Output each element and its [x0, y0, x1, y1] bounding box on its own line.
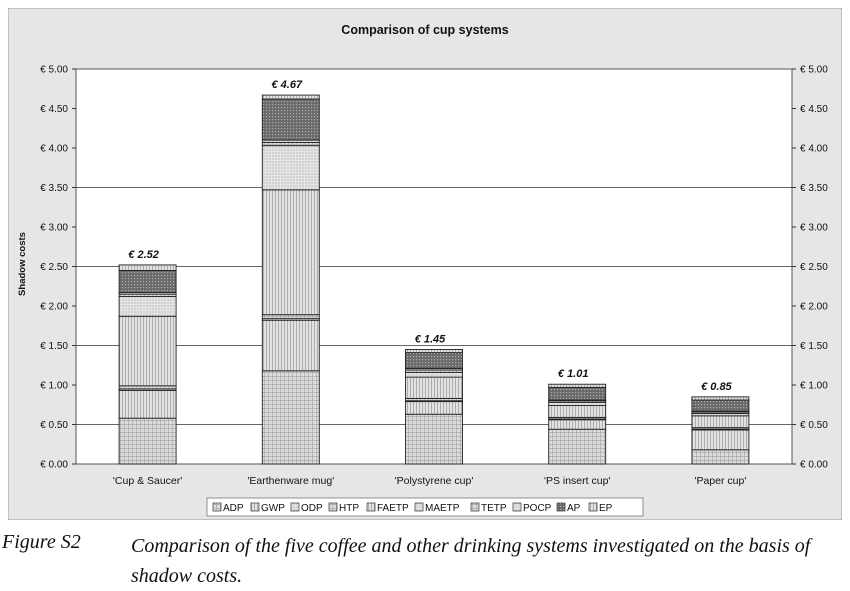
bar-segment-gwp: [261, 319, 320, 372]
plot-area: € 0.00 € 0.00 € 0.50 € 0.50 € 1.00 € 1.00 € 1.…: [40, 65, 828, 488]
legend-swatch-ap: [556, 502, 566, 512]
y-tick-label-right: € 3.50: [800, 183, 828, 194]
y-tick-label-right: € 0.50: [800, 420, 828, 431]
legend-label-odp: ODP: [301, 503, 323, 514]
bar-segment-faetp: [548, 405, 607, 418]
figure-label: Figure S2: [2, 531, 81, 553]
legend-swatch-tetp: [470, 502, 480, 512]
y-tick-label-right: € 1.50: [800, 341, 828, 352]
bar-total-label: € 4.67: [272, 79, 303, 91]
bar-segment-maetp: [548, 401, 607, 406]
x-tick-label: 'Polystyrene cup': [395, 475, 474, 487]
bar-segment-adp: [261, 370, 320, 465]
bar-segment-adp: [118, 417, 177, 465]
y-tick-label: € 1.50: [40, 341, 68, 352]
y-axis-label: Shadow costs: [17, 232, 28, 296]
legend-label-ep: EP: [599, 503, 613, 514]
bar-segment-htp: [118, 385, 177, 390]
bar-segment-tetp: [261, 142, 320, 147]
legend-label-gwp: GWP: [261, 503, 285, 514]
bar-segment-adp: [548, 428, 607, 465]
bar-segment-adp: [405, 413, 463, 465]
bar-total-label: € 0.85: [701, 381, 732, 393]
y-tick-label: € 4.00: [40, 144, 68, 155]
legend-swatch-ep: [588, 502, 598, 512]
y-tick-label: € 5.00: [40, 65, 68, 76]
bar-total-label: € 2.52: [128, 249, 159, 261]
y-tick-label-right: € 1.00: [800, 381, 828, 392]
bar-segment-ep: [118, 264, 177, 271]
bar-segment-faetp: [118, 315, 177, 387]
y-tick-label: € 3.50: [40, 183, 68, 194]
bar-segment-ep: [691, 396, 750, 401]
y-tick-label: € 2.00: [40, 302, 68, 313]
legend-swatch-maetp: [414, 502, 424, 512]
y-tick-label: € 3.00: [40, 223, 68, 234]
y-tick-label-right: € 3.00: [800, 223, 828, 234]
y-tick-label-right: € 0.00: [800, 460, 828, 471]
legend-label-ap: AP: [567, 503, 581, 514]
bar-segment-ap: [118, 270, 177, 294]
legend-swatch-faetp: [366, 502, 376, 512]
bar-segment-ep: [405, 349, 463, 354]
legend-swatch-htp: [328, 502, 338, 512]
y-tick-label: € 1.00: [40, 381, 68, 392]
bar-total-label: € 1.01: [558, 368, 589, 380]
legend-label-htp: HTP: [339, 503, 359, 514]
legend-label-faetp: FAETP: [377, 503, 409, 514]
y-tick-label-right: € 2.50: [800, 262, 828, 273]
bar-segment-faetp: [405, 376, 463, 399]
x-tick-label: 'Earthenware mug': [247, 475, 334, 487]
bar-segment-ap: [548, 386, 607, 401]
bar-segment-htp: [261, 314, 320, 320]
chart-title: Comparison of cup systems: [341, 23, 508, 37]
bar-segment-ep: [261, 94, 320, 100]
legend-label-pocp: POCP: [523, 503, 552, 514]
bar-segment-gwp: [691, 429, 750, 451]
bar-segment-gwp: [405, 401, 463, 415]
legend-label-adp: ADP: [223, 503, 244, 514]
bar-segment-faetp: [261, 189, 320, 316]
y-tick-label: € 0.00: [40, 460, 68, 471]
bar-segment-maetp: [405, 371, 463, 378]
bar-segment-gwp: [118, 390, 177, 419]
y-tick-label-right: € 4.50: [800, 104, 828, 115]
chart: Comparison of cup systems € 0.00 € 0.00€ …: [8, 8, 842, 520]
legend-box: [206, 497, 644, 517]
x-tick-label: 'Cup & Saucer': [113, 475, 182, 487]
y-tick-label: € 4.50: [40, 104, 68, 115]
y-tick-label-right: € 4.00: [800, 144, 828, 155]
figure-caption: Figure S2 Comparison of the five coffee …: [0, 528, 850, 588]
legend-label-tetp: TETP: [481, 503, 507, 514]
legend-swatch-odp: [290, 502, 300, 512]
legend: ADP GWP ODP HTP FAETP MAETP TETP POCP AP EP: [206, 497, 644, 517]
bar-segment-ep: [548, 383, 607, 388]
caption-text: Comparison of the five coffee and other …: [131, 535, 811, 587]
x-tick-label: 'PS insert cup': [544, 475, 610, 487]
legend-label-maetp: MAETP: [425, 503, 460, 514]
bar-segment-maetp: [261, 145, 320, 191]
legend-swatch-pocp: [512, 502, 522, 512]
y-tick-label-right: € 2.00: [800, 302, 828, 313]
bar-segment-maetp: [118, 296, 177, 317]
legend-swatch-adp: [212, 502, 222, 512]
y-tick-label: € 0.50: [40, 420, 68, 431]
legend-swatch-gwp: [250, 502, 260, 512]
chart-panel: Comparison of cup systems € 0.00 € 0.00 € …: [8, 8, 842, 520]
y-tick-label-right: € 5.00: [800, 65, 828, 76]
bar-segment-ap: [261, 98, 320, 141]
bar-segment-gwp: [548, 419, 607, 430]
bar-segment-ap: [691, 399, 750, 412]
bar-segment-adp: [691, 449, 750, 465]
y-tick-label: € 2.50: [40, 262, 68, 273]
x-tick-label: 'Paper cup': [694, 475, 746, 487]
bar-segment-faetp: [691, 415, 750, 429]
bar-segment-ap: [405, 352, 463, 369]
bar-total-label: € 1.45: [415, 333, 446, 345]
